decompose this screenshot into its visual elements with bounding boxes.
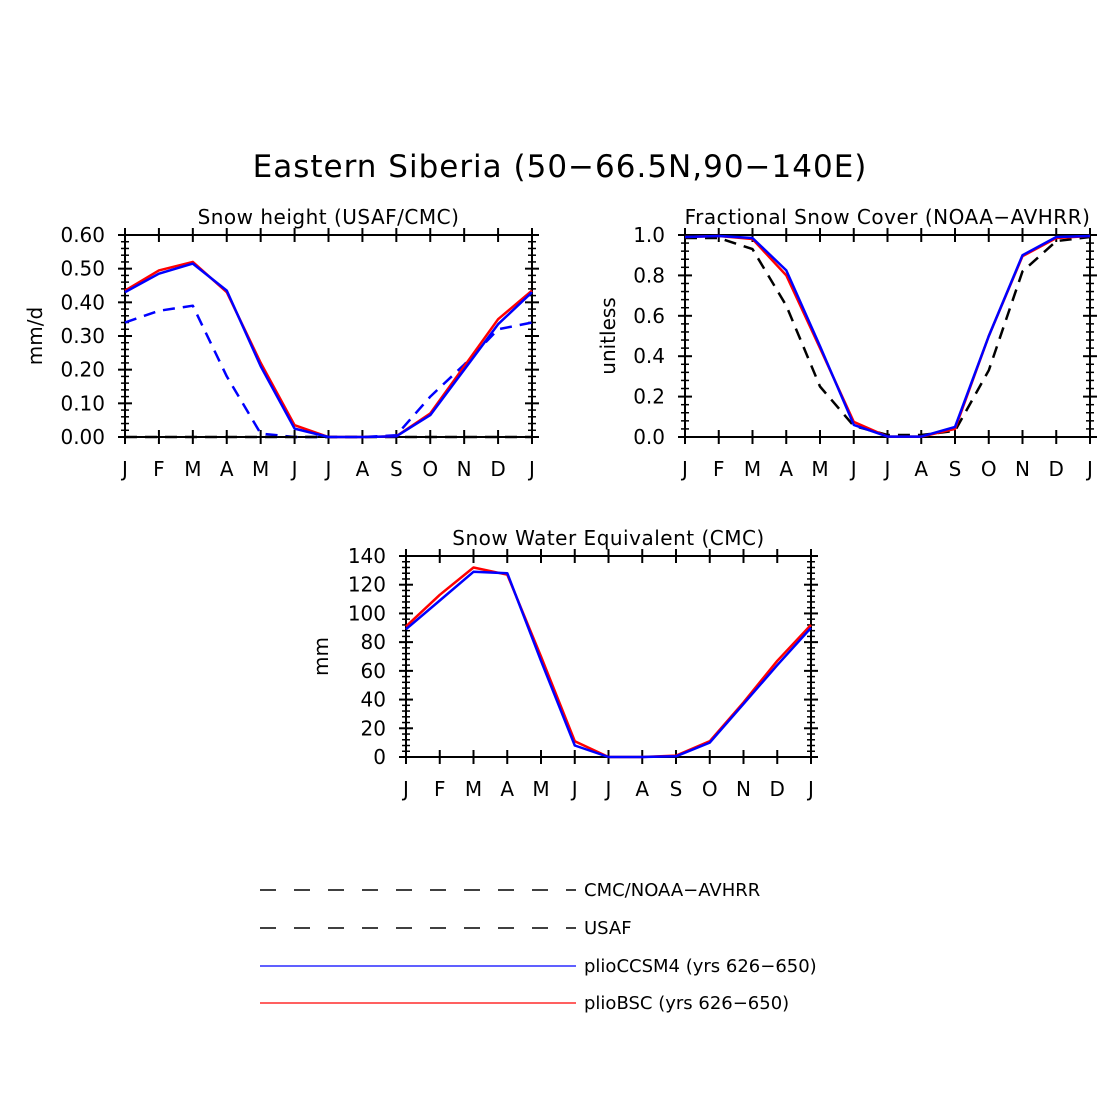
x-tick-label: F xyxy=(434,777,446,801)
y-tick-label: 80 xyxy=(361,630,386,654)
x-tick-label: M xyxy=(252,457,269,481)
x-tick-label: D xyxy=(770,777,785,801)
legend-item: plioBSC (yrs 626−650) xyxy=(260,993,789,1014)
x-tick-label: N xyxy=(1015,457,1030,481)
x-tick-label: J xyxy=(849,457,857,481)
y-tick-label: 0.8 xyxy=(633,263,665,287)
y-tick-label: 0.50 xyxy=(60,257,105,281)
y-tick-label: 0.00 xyxy=(60,425,105,449)
legend-label: plioBSC (yrs 626−650) xyxy=(584,993,789,1014)
x-tick-label: S xyxy=(390,457,403,481)
x-tick-label: M xyxy=(744,457,761,481)
y-tick-label: 0.2 xyxy=(633,385,665,409)
x-tick-label: A xyxy=(635,777,649,801)
legend-item: plioCCSM4 (yrs 626−650) xyxy=(260,956,817,977)
y-tick-label: 0.6 xyxy=(633,304,665,328)
y-axis-label: mm/d xyxy=(23,307,47,365)
x-tick-label: O xyxy=(981,457,997,481)
y-tick-label: 20 xyxy=(361,716,386,740)
y-tick-label: 120 xyxy=(348,573,386,597)
x-tick-label: D xyxy=(490,457,505,481)
y-tick-label: 60 xyxy=(361,659,386,683)
panel-title: Snow Water Equivalent (CMC) xyxy=(452,526,764,550)
x-tick-label: J xyxy=(883,457,891,481)
x-tick-label: F xyxy=(713,457,725,481)
panel-2: Fractional Snow Cover (NOAA−AVHRR) unitle… xyxy=(596,205,1097,481)
series-line-1 xyxy=(685,235,1091,437)
legend-item: USAF xyxy=(260,918,632,939)
y-tick-label: 0 xyxy=(373,745,386,769)
legend-label: CMC/NOAA−AVHRR xyxy=(584,880,760,901)
x-tick-label: O xyxy=(702,777,718,801)
x-tick-label: O xyxy=(422,457,438,481)
x-tick-label: J xyxy=(120,457,128,481)
series-line-3 xyxy=(684,234,1091,438)
x-tick-label: A xyxy=(356,457,370,481)
x-tick-label: J xyxy=(527,457,535,481)
y-axis-label: unitless xyxy=(596,297,620,374)
y-tick-label: 0.40 xyxy=(60,290,105,314)
x-tick-label: D xyxy=(1049,457,1064,481)
x-tick-label: M xyxy=(184,457,201,481)
x-tick-label: J xyxy=(290,457,298,481)
y-tick-label: 0.60 xyxy=(60,223,105,247)
x-tick-label: N xyxy=(457,457,472,481)
panel-3: Snow Water Equivalent (CMC) mm 0 20 40 60 80 10… xyxy=(309,526,818,801)
x-tick-label: J xyxy=(680,457,688,481)
x-tick-label: A xyxy=(500,777,514,801)
x-tick-label: A xyxy=(220,457,234,481)
y-axis-label: mm xyxy=(309,637,333,676)
y-tick-label: 100 xyxy=(348,601,386,625)
x-tick-label: A xyxy=(779,457,793,481)
x-tick-label: A xyxy=(914,457,928,481)
series-line-2 xyxy=(405,570,812,759)
x-tick-label: J xyxy=(806,777,814,801)
x-tick-label: J xyxy=(324,457,332,481)
y-tick-label: 0.20 xyxy=(60,358,105,382)
panel-title: Fractional Snow Cover (NOAA−AVHRR) xyxy=(685,205,1091,229)
y-tick-label: 0.30 xyxy=(60,324,105,348)
x-tick-label: N xyxy=(736,777,751,801)
x-tick-label: S xyxy=(670,777,683,801)
series-line-4 xyxy=(124,262,533,439)
legend-item: CMC/NOAA−AVHRR xyxy=(260,880,760,901)
x-tick-label: J xyxy=(604,777,612,801)
y-tick-label: 40 xyxy=(361,688,386,712)
x-tick-label: S xyxy=(949,457,962,481)
legend: CMC/NOAA−AVHRR USAF plioCCSM4 (yrs 626−650… xyxy=(260,880,817,1014)
y-tick-label: 140 xyxy=(348,544,386,568)
y-tick-label: 0.0 xyxy=(633,425,665,449)
figure-title: Eastern Siberia (50−66.5N,90−140E) xyxy=(253,149,868,185)
panels: Snow height (USAF/CMC)mm/d0.000.100.200.… xyxy=(23,205,1097,801)
legend-label: plioCCSM4 (yrs 626−650) xyxy=(584,956,817,977)
legend-label: USAF xyxy=(584,918,632,939)
x-tick-label: J xyxy=(401,777,409,801)
y-tick-label: 0.4 xyxy=(633,344,665,368)
x-tick-label: M xyxy=(811,457,828,481)
x-tick-label: J xyxy=(570,777,578,801)
panel-1: Snow height (USAF/CMC) mm/d 0.00 0.10 0.20 0.… xyxy=(23,205,539,481)
x-tick-label: M xyxy=(465,777,482,801)
y-tick-label: 1.0 xyxy=(633,223,665,247)
panel-title: Snow height (USAF/CMC) xyxy=(198,205,460,229)
x-tick-label: M xyxy=(532,777,549,801)
x-tick-label: F xyxy=(153,457,165,481)
y-tick-label: 0.10 xyxy=(60,391,105,415)
x-tick-label: J xyxy=(1085,457,1093,481)
